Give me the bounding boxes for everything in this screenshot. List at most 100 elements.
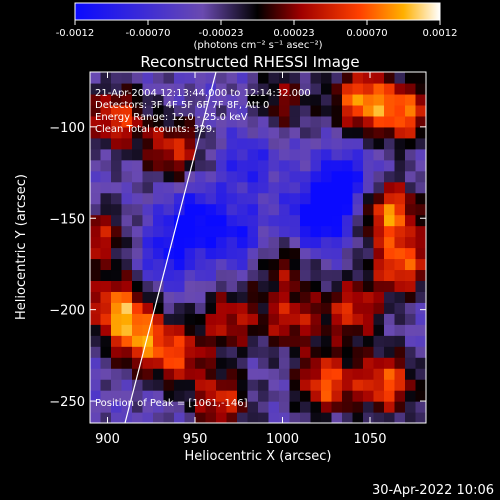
- heatmap-cell: [142, 159, 154, 172]
- heatmap-cell: [184, 379, 196, 391]
- heatmap-cell: [300, 214, 312, 227]
- heatmap-cell: [153, 192, 165, 205]
- heatmap-cell: [268, 324, 280, 336]
- heatmap-cell: [195, 379, 207, 391]
- heatmap-cell: [373, 203, 385, 216]
- heatmap-cell: [132, 357, 144, 369]
- heatmap-cell: [258, 258, 270, 271]
- heatmap-cell: [205, 247, 217, 260]
- heatmap-cell: [111, 313, 123, 325]
- heatmap-cell: [205, 269, 217, 282]
- heatmap-cell: [300, 390, 312, 402]
- heatmap-cell: [90, 72, 102, 84]
- heatmap-cell: [226, 137, 238, 150]
- heatmap-cell: [111, 148, 123, 161]
- heatmap-cell: [258, 324, 270, 336]
- heatmap-cell: [373, 335, 385, 347]
- heatmap-cell: [247, 214, 259, 227]
- heatmap-cell: [121, 335, 133, 347]
- heatmap-cell: [300, 104, 312, 117]
- heatmap-cell: [331, 82, 343, 95]
- heatmap-cell: [321, 390, 333, 402]
- heatmap-cell: [384, 346, 396, 358]
- heatmap-cell: [310, 346, 322, 358]
- heatmap-cell: [132, 269, 144, 282]
- heatmap-cell: [111, 335, 123, 347]
- heatmap-cell: [153, 170, 165, 183]
- heatmap-cell: [331, 379, 343, 391]
- heatmap-cell: [163, 258, 175, 271]
- heatmap-cell: [331, 225, 343, 238]
- heatmap-cell: [342, 192, 354, 205]
- heatmap-cell: [237, 368, 249, 380]
- heatmap-cell: [279, 93, 291, 106]
- heatmap-cell: [394, 368, 406, 380]
- heatmap-cell: [394, 324, 406, 336]
- heatmap-cell: [216, 115, 228, 128]
- heatmap-cell: [90, 390, 102, 402]
- heatmap-cell: [363, 225, 375, 238]
- heatmap-cell: [373, 291, 385, 303]
- heatmap-cell: [247, 379, 259, 391]
- heatmap-cell: [405, 258, 417, 271]
- colorbar-gradient: [74, 2, 441, 21]
- heatmap-cell: [237, 203, 249, 216]
- heatmap-cell: [184, 401, 196, 413]
- heatmap-cell: [163, 313, 175, 325]
- heatmap-cell: [405, 159, 417, 172]
- heatmap-cell: [153, 82, 165, 95]
- heatmap-cell: [331, 192, 343, 205]
- heatmap-cell: [90, 302, 102, 314]
- heatmap-cell: [121, 401, 133, 413]
- heatmap-cell: [321, 192, 333, 205]
- heatmap-cell: [258, 313, 270, 325]
- heatmap-cell: [394, 104, 406, 117]
- heatmap-cell: [163, 82, 175, 95]
- heatmap-cell: [132, 247, 144, 260]
- heatmap-cell: [384, 412, 396, 423]
- heatmap-cell: [184, 126, 196, 139]
- heatmap-cell: [352, 115, 364, 128]
- heatmap-cell: [363, 93, 375, 106]
- heatmap-cell: [268, 104, 280, 117]
- heatmap-cell: [342, 170, 354, 183]
- heatmap-cell: [100, 335, 112, 347]
- heatmap-cell: [373, 214, 385, 227]
- heatmap-cell: [121, 357, 133, 369]
- heatmap-cell: [352, 181, 364, 194]
- heatmap-cell: [300, 412, 312, 423]
- heatmap-cell: [342, 368, 354, 380]
- heatmap-cell: [216, 170, 228, 183]
- heatmap-cell: [237, 324, 249, 336]
- heatmap-cell: [237, 357, 249, 369]
- heatmap-cell: [237, 225, 249, 238]
- heatmap-cell: [342, 126, 354, 139]
- heatmap-cell: [237, 280, 249, 292]
- heatmap-cell: [352, 324, 364, 336]
- heatmap-cell: [216, 324, 228, 336]
- heatmap-cell: [279, 137, 291, 150]
- heatmap-cell: [195, 236, 207, 249]
- heatmap-cell: [331, 324, 343, 336]
- heatmap-cell: [384, 390, 396, 402]
- heatmap-cell: [405, 291, 417, 303]
- heatmap-cell: [331, 291, 343, 303]
- colorbar-tick-label: -0.0012: [56, 28, 95, 39]
- heatmap-cell: [237, 159, 249, 172]
- heatmap-cell: [216, 247, 228, 260]
- heatmap-cell: [310, 126, 322, 139]
- heatmap-cell: [216, 335, 228, 347]
- heatmap-cell: [90, 82, 102, 95]
- heatmap-cell: [184, 225, 196, 238]
- heatmap-cell: [132, 280, 144, 292]
- heatmap-cell: [268, 148, 280, 161]
- heatmap-cell: [100, 126, 112, 139]
- heatmap-cell: [373, 181, 385, 194]
- heatmap-cell: [289, 104, 301, 117]
- heatmap-cell: [405, 346, 417, 358]
- heatmap-cell: [153, 269, 165, 282]
- heatmap-cell: [247, 280, 259, 292]
- heatmap-cell: [163, 390, 175, 402]
- heatmap-cell: [90, 115, 102, 128]
